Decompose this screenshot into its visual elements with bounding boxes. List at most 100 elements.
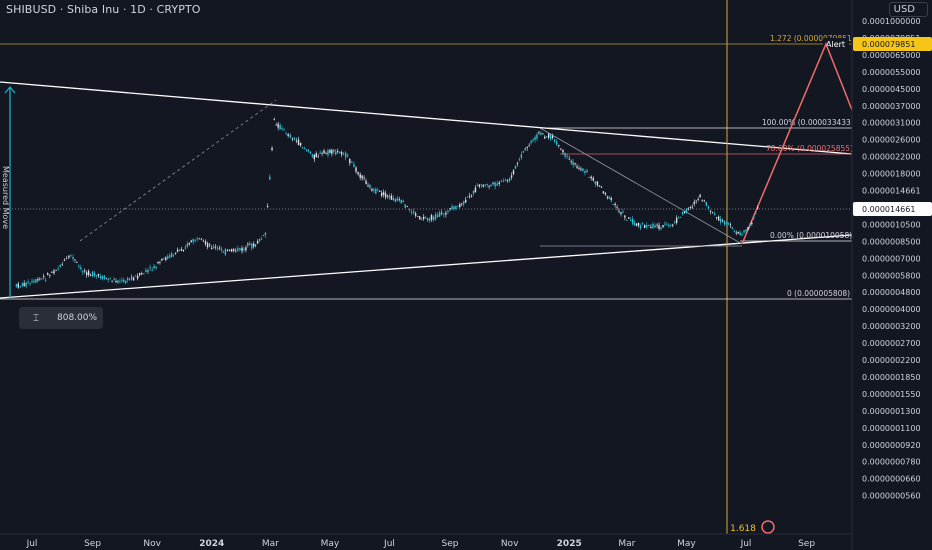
candle-body xyxy=(693,201,695,205)
price-tick-label: 0.0000031000 xyxy=(862,119,921,128)
candle-body xyxy=(151,269,153,271)
candle-body xyxy=(600,186,603,188)
time-tick-label: Sep xyxy=(798,539,815,549)
candle-body xyxy=(262,235,265,236)
candle-body xyxy=(84,270,86,272)
price-axis[interactable]: 0.00010000000.00000798510.00000650000.00… xyxy=(851,0,932,550)
candle-body xyxy=(335,151,337,155)
price-tick-label: 0.0000045000 xyxy=(862,85,921,94)
candle-body xyxy=(239,248,241,250)
candle-body xyxy=(628,217,630,219)
time-axis[interactable]: Jul Sep Nov 2024 Mar May Jul Sep Nov 2025 Mar May Ju… xyxy=(0,533,852,549)
candle-body xyxy=(633,222,636,226)
highlighted-price-label: 0.000079851 xyxy=(862,40,915,49)
candle-body xyxy=(340,152,343,155)
candle-body xyxy=(291,138,294,140)
candle-body xyxy=(186,243,189,247)
candle-body xyxy=(747,227,749,230)
candle-body xyxy=(317,156,319,158)
candle-body xyxy=(279,125,281,130)
candle-body xyxy=(226,249,229,251)
candle-body xyxy=(424,217,427,219)
candle-body xyxy=(43,276,45,277)
candle-body xyxy=(109,278,111,280)
price-tick-label: 0.0000037000 xyxy=(862,102,921,111)
price-tick-label: 0.0000001850 xyxy=(862,373,921,382)
candle-body xyxy=(656,224,658,226)
candle-body xyxy=(606,196,609,198)
candle-body xyxy=(675,217,678,223)
candle-body xyxy=(596,181,599,186)
candle-body xyxy=(123,279,125,283)
candle-body xyxy=(670,225,672,227)
candle-body xyxy=(65,258,68,260)
candle-body xyxy=(89,274,92,276)
candle-body xyxy=(635,223,638,226)
candle-body xyxy=(604,193,607,195)
candle-body xyxy=(19,286,21,287)
candle-body xyxy=(309,151,312,154)
candle-body xyxy=(103,275,105,279)
candle-body xyxy=(204,241,207,245)
candle-body xyxy=(329,149,331,153)
candle-body xyxy=(245,247,247,251)
candle-body xyxy=(699,194,701,198)
candle-body xyxy=(373,189,375,191)
candle-body xyxy=(198,238,200,240)
candle-body xyxy=(709,210,712,212)
candle-body xyxy=(256,241,259,244)
candle-body xyxy=(652,223,654,229)
target-path xyxy=(741,42,853,245)
symbol-title[interactable]: SHIBUSD · Shiba Inu · 1D · CRYPTO xyxy=(6,3,201,16)
diagonal-connector xyxy=(539,127,743,245)
fib-level-label: 0 (0.000005808) xyxy=(787,289,850,298)
candle-body xyxy=(496,183,498,186)
candle-body xyxy=(369,184,371,188)
candle-body xyxy=(514,166,517,169)
candle-body xyxy=(751,223,753,225)
candle-body xyxy=(59,264,61,268)
candle-body xyxy=(264,232,267,236)
candle-body xyxy=(672,224,674,226)
price-tick-label: 0.0000055000 xyxy=(862,68,921,77)
candle-body xyxy=(737,231,739,234)
candle-body xyxy=(349,158,351,164)
candle-body xyxy=(113,279,115,280)
price-tick-label: 0.0000007000 xyxy=(862,254,921,263)
time-marker-label: 1.618 xyxy=(730,524,756,534)
candle-body xyxy=(574,163,576,165)
candle-body xyxy=(480,184,483,186)
candle-body xyxy=(253,243,255,247)
candle-body xyxy=(719,218,722,223)
time-tick-label: Nov xyxy=(143,539,161,549)
candle-body xyxy=(17,283,20,288)
candle-body xyxy=(172,254,175,256)
candle-body xyxy=(44,279,47,281)
candle-body xyxy=(21,283,23,286)
price-tick-label: 0.0000000660 xyxy=(862,475,921,484)
time-tick-label: May xyxy=(677,539,696,549)
candle-body xyxy=(390,195,393,200)
candle-body xyxy=(695,200,697,202)
candle-body xyxy=(237,248,239,251)
candle-body xyxy=(311,154,314,157)
candle-body xyxy=(196,238,198,240)
candle-body xyxy=(392,197,395,201)
candle-body xyxy=(466,196,469,198)
time-tick-label: Sep xyxy=(84,539,101,549)
candle-body xyxy=(572,161,574,165)
candle-body xyxy=(57,268,59,270)
currency-selector[interactable]: USD xyxy=(888,2,928,17)
fib-level-label: 100.00% (0.000033433) xyxy=(762,118,854,127)
candle-body xyxy=(438,212,441,217)
candle-body xyxy=(99,276,102,278)
candle-body xyxy=(396,198,399,201)
time-tick-label: May xyxy=(321,539,340,549)
candle-body xyxy=(445,212,447,215)
candle-body xyxy=(55,270,57,272)
candle-body xyxy=(33,280,35,283)
candle-body xyxy=(426,217,429,221)
candle-body xyxy=(337,151,339,152)
candle-body xyxy=(301,147,304,149)
